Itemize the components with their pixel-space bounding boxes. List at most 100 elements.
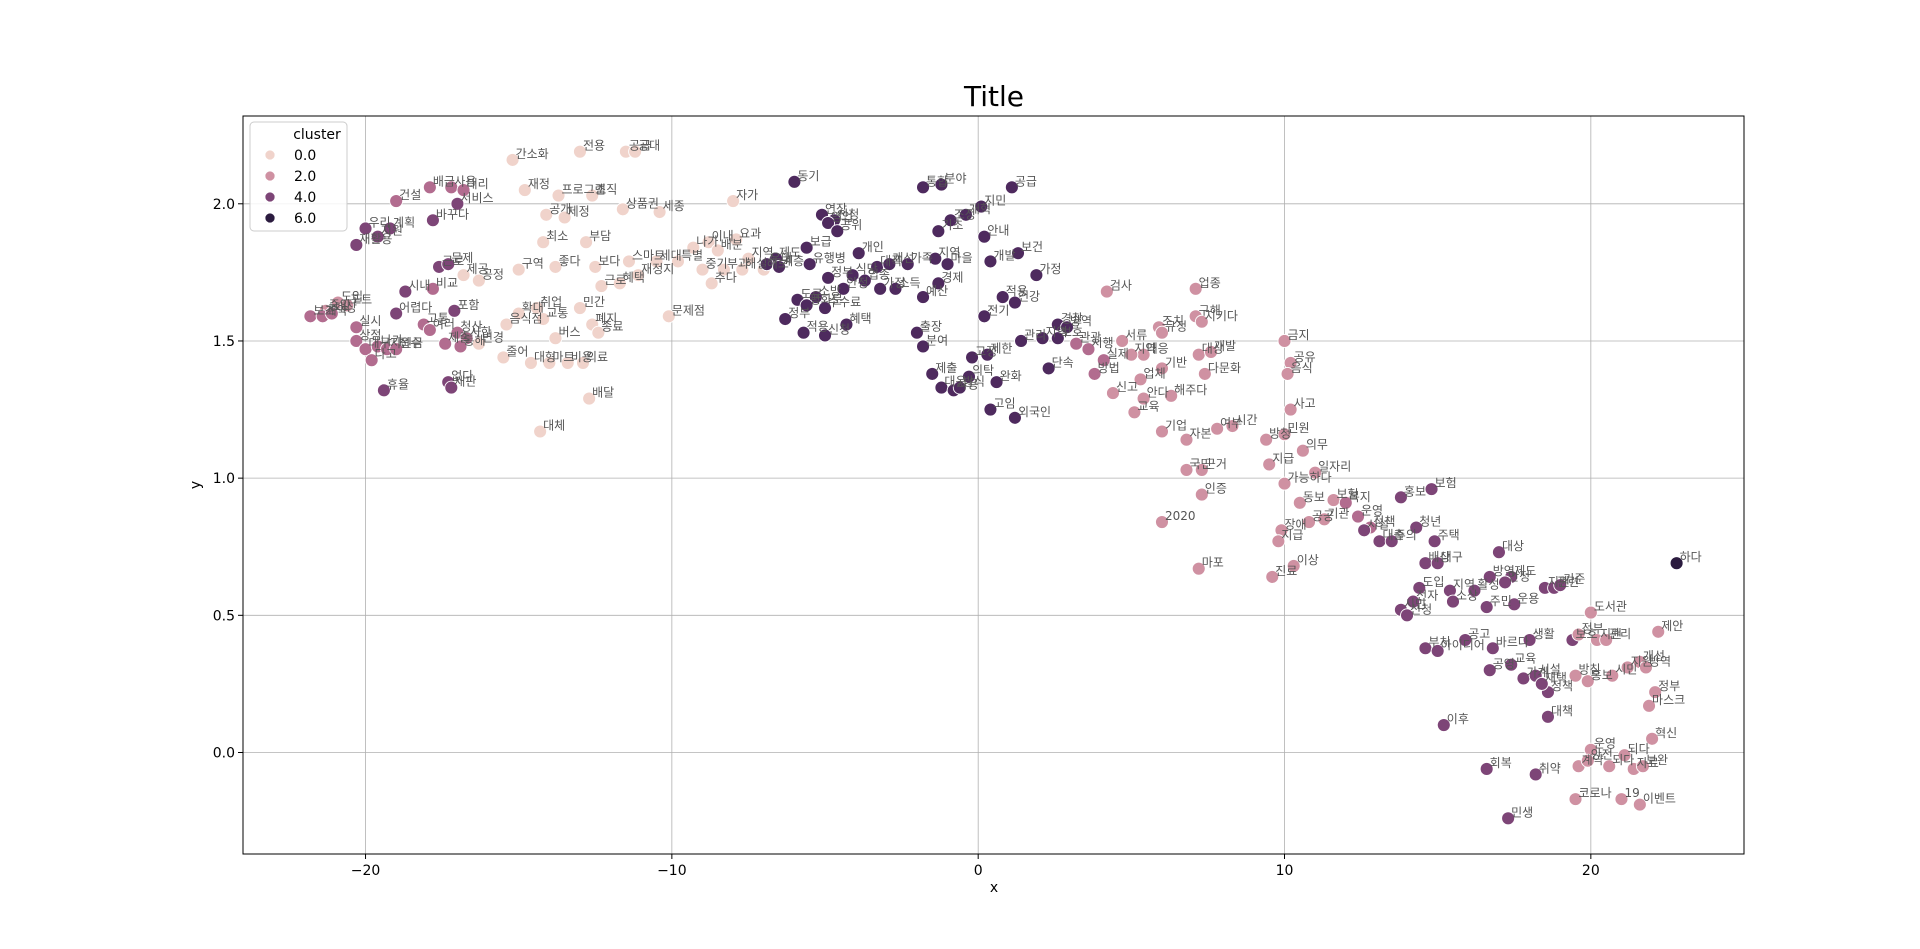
point-label: 시한 [470,325,492,339]
point-label: 없다 [451,369,473,383]
point-label: 국민 [1189,457,1211,471]
point-label: 민생 [1511,805,1533,819]
point-label: 외국인 [1018,405,1051,419]
data-point [931,276,946,291]
data-point [1669,556,1684,571]
data-point [1541,709,1555,724]
point-label: 마트 [552,350,574,364]
point-label: 완화 [1000,369,1022,383]
data-point [1393,490,1408,505]
point-label: 제출 [448,331,470,345]
point-label: 여러 [433,317,455,331]
data-point [909,325,924,340]
data-point [579,235,594,250]
data-point [943,213,958,228]
data-point [845,268,860,283]
data-point [1004,180,1019,195]
point-label: 지급 [1281,528,1303,542]
point-label: 지원 [1631,654,1653,668]
point-label: 조치 [1162,314,1184,328]
point-label: 근로 [604,273,626,287]
point-label: 전용 [583,139,605,153]
data-point [686,240,701,255]
x-tick-label: 0 [974,863,983,879]
data-point [1580,753,1595,768]
data-point [1041,361,1056,376]
point-label: 대형 [534,350,556,364]
point-label: 되다 [1612,753,1634,767]
point-label: 개선 [892,251,914,265]
data-point [591,325,606,340]
point-label: 마포 [1202,556,1224,570]
point-label: 다고 [375,347,397,361]
data-point [1087,366,1102,381]
point-label: 해주다 [1174,383,1207,397]
data-point [398,284,413,299]
data-point [539,207,554,222]
data-point [916,290,930,305]
data-point [548,331,563,346]
data-point [1639,660,1653,675]
data-point [818,301,832,315]
point-label: 고통 [427,312,449,326]
data-point [1136,391,1151,406]
point-label: 동기 [797,169,819,183]
data-point [1534,676,1549,691]
y-tick-label: 1.5 [213,334,235,350]
point-label: 줄어 [506,344,528,358]
data-point [622,254,636,269]
data-point [349,320,364,335]
point-label: 제안 [1661,619,1683,633]
point-label: 사고 [1294,397,1316,411]
data-point [1400,608,1414,623]
point-label: 부과 [727,257,749,271]
data-point [1436,718,1451,733]
data-point [808,290,823,305]
point-label: 공공 [1312,509,1334,523]
data-point [1605,668,1620,683]
point-label: 공급 [1015,174,1037,188]
point-label: 이상 [1297,553,1319,567]
point-label: 금지 [1288,328,1310,342]
point-label: 홍보 [1404,484,1426,498]
point-label: 개인 [862,240,884,254]
point-label: 영업 [831,210,853,224]
point-label: 관리 [1609,627,1631,641]
data-point [1479,762,1494,776]
point-label: 가정 [1039,262,1061,276]
data-point [425,281,440,296]
point-label: 소득 [898,276,920,290]
data-points [303,144,1684,826]
data-point [980,347,995,362]
point-label: 신고 [1116,380,1138,394]
data-point [652,205,667,219]
point-label: 상품권 [626,196,659,210]
point-label: 분야 [944,172,966,186]
point-label: 고임 [993,397,1015,411]
point-label: 서류 [1125,328,1147,342]
data-point [1106,386,1120,401]
point-label: 정책 [1373,514,1395,529]
chart-title: Title [963,80,1024,113]
point-label: 개혁 [969,202,991,216]
data-point [1262,457,1277,472]
point-label: 추다 [715,270,737,284]
point-label: 폐지 [595,312,617,326]
data-point [1614,792,1629,807]
point-label: 다문화 [1208,361,1241,375]
data-point [1127,405,1142,420]
point-label: 안다 [1147,386,1169,400]
legend-marker [264,170,276,182]
point-label: 공위 [840,218,862,232]
data-point [340,298,355,313]
data-point [1528,767,1543,782]
data-point [1050,331,1065,346]
point-label: 검사 [1110,279,1132,293]
point-label: 음식 [1291,361,1313,375]
data-point [628,144,643,159]
data-point [741,251,756,266]
point-label: 예산 [926,284,948,298]
point-label: 보험 [1337,487,1359,501]
point-label: 도입 [1422,575,1444,589]
data-point [505,152,520,167]
